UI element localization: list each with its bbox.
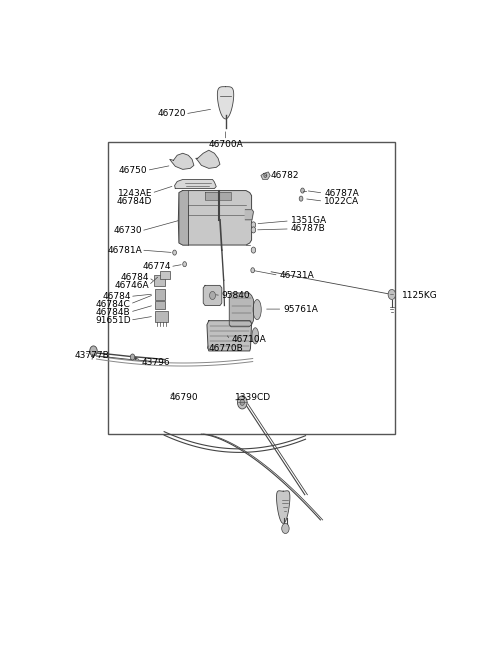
Text: 46784C: 46784C <box>96 299 131 309</box>
Circle shape <box>388 290 396 299</box>
Polygon shape <box>196 150 220 168</box>
Text: 46787B: 46787B <box>290 225 325 233</box>
Text: 95761A: 95761A <box>283 305 318 314</box>
Circle shape <box>251 227 256 233</box>
Text: 46781A: 46781A <box>107 246 142 255</box>
Text: 1243AE: 1243AE <box>118 189 152 198</box>
Bar <box>155 310 168 322</box>
Text: 46710A: 46710A <box>231 335 266 345</box>
Bar <box>108 141 395 434</box>
Polygon shape <box>175 179 216 189</box>
Polygon shape <box>245 210 253 220</box>
Text: 46746A: 46746A <box>115 281 149 290</box>
Bar <box>155 290 165 299</box>
Bar <box>155 301 165 309</box>
Text: 1022CA: 1022CA <box>324 196 359 206</box>
Text: 46750: 46750 <box>119 166 147 175</box>
Text: 46720: 46720 <box>158 109 186 119</box>
Text: 1351GA: 1351GA <box>290 216 327 225</box>
Polygon shape <box>229 293 253 327</box>
Text: 46730: 46730 <box>113 227 142 235</box>
Circle shape <box>300 188 304 193</box>
Text: 46782: 46782 <box>270 171 299 180</box>
Polygon shape <box>170 153 194 170</box>
Circle shape <box>251 268 254 272</box>
Polygon shape <box>203 286 222 305</box>
Circle shape <box>282 523 289 534</box>
Text: 46784: 46784 <box>102 292 131 301</box>
Circle shape <box>183 262 186 267</box>
Text: 46787A: 46787A <box>324 189 359 198</box>
Bar <box>154 275 165 286</box>
Polygon shape <box>261 172 270 179</box>
Polygon shape <box>217 86 234 119</box>
Circle shape <box>210 291 216 299</box>
Text: 43796: 43796 <box>142 358 170 367</box>
Text: 46790: 46790 <box>170 393 198 402</box>
Text: 95840: 95840 <box>222 291 251 300</box>
Circle shape <box>238 396 247 409</box>
Circle shape <box>240 400 244 405</box>
Polygon shape <box>276 491 290 523</box>
Text: 46770B: 46770B <box>209 344 243 353</box>
Circle shape <box>251 247 256 253</box>
Text: 1339CD: 1339CD <box>235 393 271 402</box>
Ellipse shape <box>253 299 261 320</box>
Text: 46774: 46774 <box>143 262 171 271</box>
Circle shape <box>264 174 267 178</box>
Polygon shape <box>205 192 231 200</box>
Text: 46731A: 46731A <box>279 271 314 280</box>
Circle shape <box>299 196 303 201</box>
Text: 46700A: 46700A <box>208 140 243 149</box>
Polygon shape <box>178 191 252 245</box>
Text: 46784B: 46784B <box>96 308 131 316</box>
Text: 43777B: 43777B <box>75 352 109 360</box>
Circle shape <box>251 222 256 228</box>
Text: 91651D: 91651D <box>95 316 131 325</box>
Text: 46784: 46784 <box>121 273 149 282</box>
Circle shape <box>130 354 135 360</box>
Ellipse shape <box>252 328 259 344</box>
Polygon shape <box>179 191 188 245</box>
Polygon shape <box>207 321 252 351</box>
Text: 46784D: 46784D <box>117 196 152 206</box>
Circle shape <box>90 346 97 356</box>
Bar <box>160 271 170 279</box>
Circle shape <box>173 250 177 255</box>
Text: 1125KG: 1125KG <box>402 291 438 300</box>
